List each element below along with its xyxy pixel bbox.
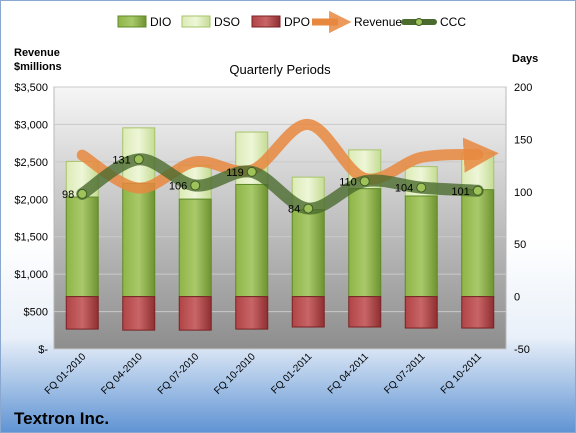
left-tick-label: $2,500 — [14, 157, 48, 169]
dio-bar — [178, 198, 212, 298]
right-tick-label: 100 — [514, 187, 532, 199]
right-axis-label: Days — [512, 53, 538, 65]
ccc-point — [416, 182, 427, 193]
ccc-point — [359, 176, 370, 187]
left-tick-label: $1,500 — [14, 232, 48, 244]
company-name: Textron Inc. — [14, 409, 109, 428]
legend-label-revenue: Revenue — [354, 15, 402, 29]
ccc-point — [472, 185, 483, 196]
right-tick-label: 0 — [514, 292, 520, 304]
dpo-bar — [404, 296, 438, 329]
legend-label-dio: DIO — [150, 15, 171, 29]
plot-area — [53, 86, 507, 350]
right-tick-label: 150 — [514, 134, 532, 146]
dpo-bar — [348, 296, 382, 328]
dio-bar — [122, 182, 156, 298]
dio-bar — [348, 188, 382, 298]
ccc-data-label: 110 — [339, 176, 357, 188]
ccc-point — [77, 188, 88, 199]
legend-swatch-dso — [181, 15, 211, 28]
dpo-bar — [461, 296, 495, 329]
right-tick-label: 50 — [514, 239, 526, 251]
ccc-data-label: 101 — [451, 186, 469, 198]
legend-swatch-dpo — [251, 15, 281, 28]
left-tick-label: $3,000 — [14, 119, 48, 131]
ccc-point — [246, 166, 257, 177]
dpo-bar — [65, 296, 99, 330]
legend-label-dpo: DPO — [284, 15, 310, 29]
ccc-data-label: 119 — [226, 167, 244, 179]
legend-label-ccc: CCC — [440, 15, 466, 29]
legend-swatch-dio — [117, 15, 147, 28]
left-tick-label: $- — [38, 344, 48, 356]
dio-bar — [235, 183, 269, 298]
left-tick-label: $3,500 — [14, 82, 48, 94]
ccc-data-label: 104 — [395, 183, 413, 195]
ccc-data-label: 131 — [112, 154, 130, 166]
ccc-point — [303, 203, 314, 214]
ccc-point — [133, 154, 144, 165]
ccc-data-label: 98 — [62, 189, 74, 201]
left-axis-label-line1: Revenue — [14, 47, 60, 59]
dpo-bar — [178, 296, 212, 331]
ccc-data-label: 106 — [169, 181, 187, 193]
left-tick-label: $1,000 — [14, 269, 48, 281]
right-tick-label: -50 — [514, 344, 530, 356]
right-tick-label: 200 — [514, 82, 532, 94]
left-axis-label-line2: $millions — [14, 61, 62, 73]
dpo-bar — [291, 296, 325, 328]
dio-bar — [461, 189, 495, 298]
revenue-line — [76, 118, 499, 194]
legend-label-dso: DSO — [214, 15, 240, 29]
left-tick-label: $2,000 — [14, 194, 48, 206]
dpo-bar — [122, 296, 156, 331]
left-axis-ticks: $- $500 $1,000 $1,500 $2,000 $2,500 $3,000 $3,5… — [14, 82, 48, 356]
ccc-data-label: 84 — [288, 204, 300, 216]
right-axis-ticks: -50 0 50 100 150 200 — [514, 82, 532, 356]
dio-bar — [65, 196, 99, 298]
lines: 98 131 106 119 84 110 104 101 — [62, 118, 499, 216]
legend-marker-ccc — [415, 18, 423, 26]
legend: DIO DSO DPO Revenue CCC — [117, 10, 466, 34]
left-tick-label: $500 — [24, 307, 48, 319]
dpo-bar — [235, 296, 269, 330]
chart-title: Quarterly Periods — [229, 62, 331, 77]
ccc-point — [190, 180, 201, 191]
dio-bar — [291, 209, 325, 298]
dio-bar — [404, 195, 438, 298]
